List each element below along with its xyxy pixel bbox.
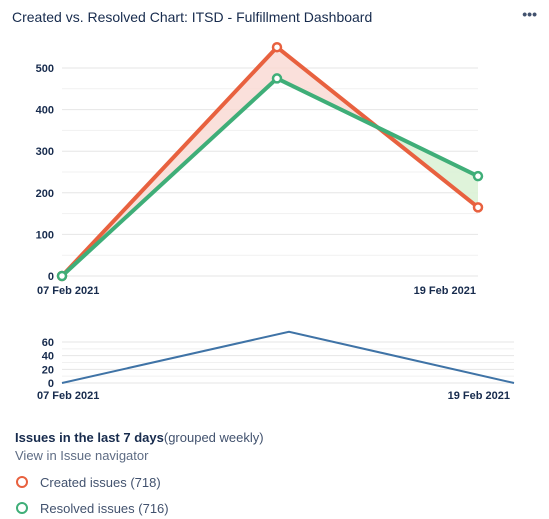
created-vs-resolved-chart: 0 100 200 300 400 500 07 Feb 2021 19 Feb 2021 (36, 41, 484, 297)
created-point (271, 41, 283, 53)
resolved-point (472, 170, 484, 182)
y-tick-label: 0 (48, 271, 54, 283)
x-tick-label-start: 07 Feb 2021 (37, 390, 99, 402)
chart-title: Created vs. Resolved Chart: ITSD - Fulfi… (12, 9, 373, 25)
grouping-label: (grouped weekly) (163, 430, 264, 445)
created-point (472, 202, 484, 213)
y-tick-label: 300 (36, 146, 54, 158)
resolved-series-line (60, 76, 479, 278)
legend-resolved[interactable]: Resolved issues (716) (15, 500, 535, 516)
issue-navigator-link[interactable]: View in Issue navigator (15, 448, 149, 463)
y-tick-label: 500 (36, 63, 54, 75)
resolved-point (271, 73, 283, 84)
period-title: Issues in the last 7 days (15, 430, 164, 445)
resolved-legend-marker-icon (16, 502, 28, 514)
y-tick-label: 60 (42, 337, 54, 349)
created-legend-marker-icon (16, 476, 28, 488)
period-summary: Issues in the last 7 days(grouped weekly… (15, 430, 535, 446)
y-tick-label: 20 (42, 364, 54, 376)
legend-resolved-label: Resolved issues (716) (40, 500, 169, 516)
x-tick-label-start: 07 Feb 2021 (37, 285, 99, 297)
y-tick-label: 200 (36, 188, 54, 200)
y-tick-label: 400 (36, 105, 54, 117)
y-tick-label: 40 (42, 351, 54, 363)
y-tick-label: 0 (48, 378, 54, 390)
legend-created-label: Created issues (718) (40, 474, 161, 490)
x-tick-label-end: 19 Feb 2021 (448, 390, 510, 402)
x-tick-label-end: 19 Feb 2021 (414, 285, 476, 297)
legend-created[interactable]: Created issues (718) (15, 474, 535, 490)
trend-series-line (61, 330, 515, 384)
resolved-point (56, 270, 68, 282)
chart-header: Created vs. Resolved Chart: ITSD - Fulfi… (12, 6, 537, 28)
y-tick-label: 100 (36, 229, 54, 241)
chart-footer: Issues in the last 7 days(grouped weekly… (15, 430, 535, 516)
more-options-icon[interactable]: ••• (522, 6, 537, 22)
